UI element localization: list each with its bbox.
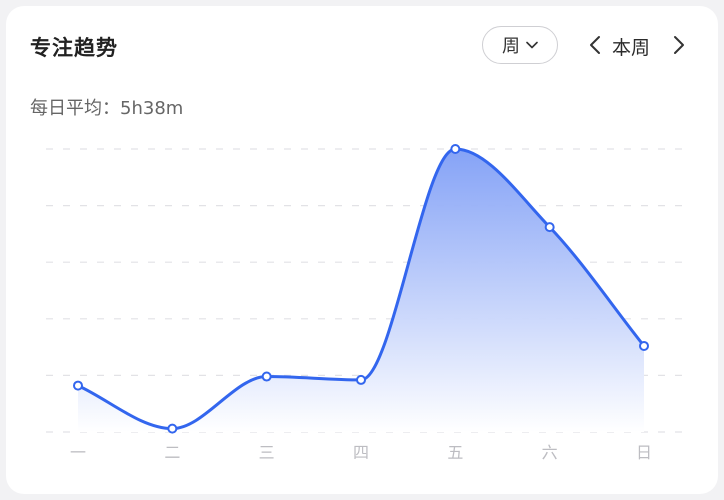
daily-average-value: 5h38m [120, 98, 184, 119]
data-point[interactable] [356, 374, 366, 385]
data-point[interactable] [544, 222, 555, 233]
period-select[interactable]: 周 [482, 26, 558, 64]
area-fill [78, 149, 644, 432]
period-select-value: 周 [502, 36, 520, 57]
data-point[interactable] [73, 380, 83, 391]
x-tick-label: 四 [353, 443, 369, 462]
x-tick-label: 一 [70, 443, 86, 462]
x-tick-label: 三 [259, 443, 275, 462]
week-label: 本周 [612, 37, 651, 59]
data-point[interactable] [639, 340, 649, 351]
data-point[interactable] [167, 423, 178, 434]
daily-average-label: 每日平均： [30, 98, 120, 119]
x-tick-label: 五 [447, 443, 463, 462]
focus-trend-card: 专注趋势 周 本周 每日平均：5h38m 一 二 三 四 五 六 日 [6, 6, 718, 494]
chevron-left-icon [590, 36, 600, 54]
daily-average: 每日平均：5h38m [30, 94, 183, 120]
x-tick-label: 二 [164, 443, 180, 462]
data-point[interactable] [450, 144, 461, 154]
card-title: 专注趋势 [30, 36, 118, 60]
x-tick-label: 日 [636, 443, 652, 462]
data-point[interactable] [261, 371, 272, 382]
next-week-button[interactable] [668, 32, 690, 58]
prev-week-button[interactable] [584, 32, 606, 58]
focus-trend-chart: 一二三四五六日 [46, 144, 686, 462]
chevron-right-icon [674, 36, 684, 54]
chevron-down-icon [526, 41, 538, 49]
x-tick-label: 六 [542, 443, 558, 462]
